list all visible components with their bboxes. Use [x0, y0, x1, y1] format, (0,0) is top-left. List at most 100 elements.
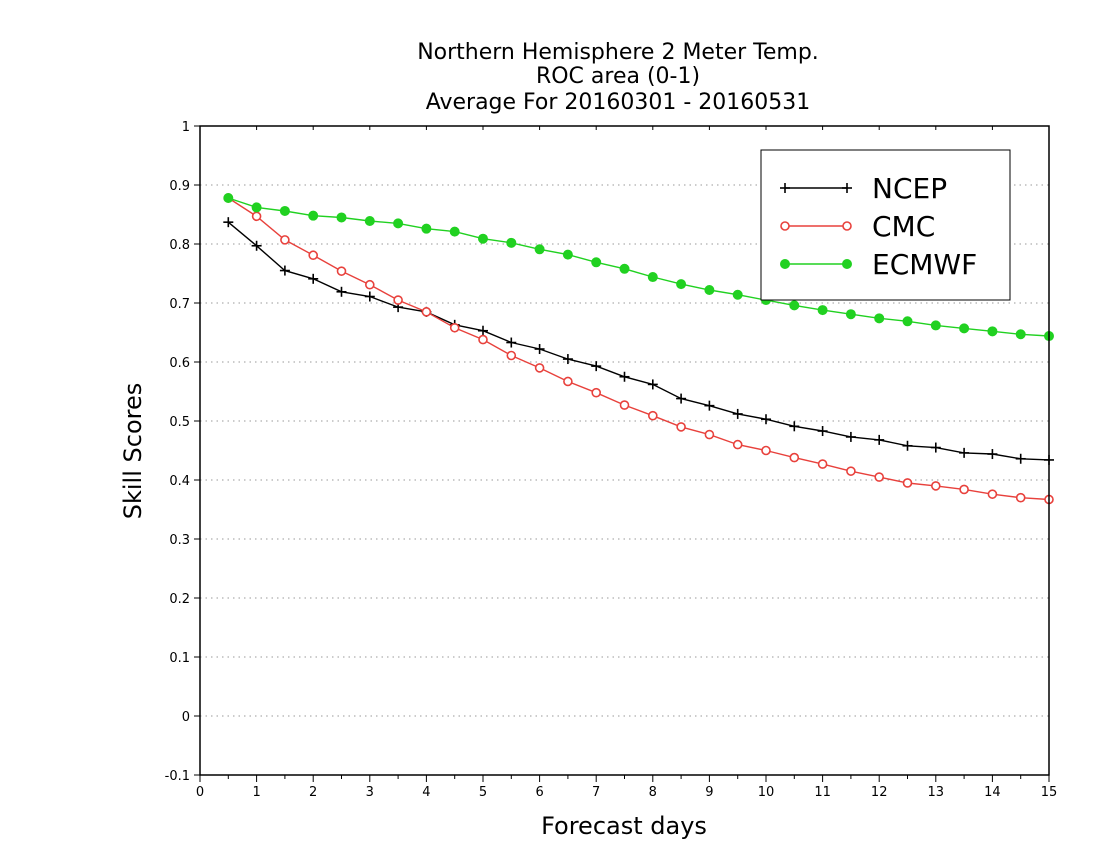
- data-point-ncep: [732, 408, 743, 419]
- data-point-cmc: [251, 211, 262, 222]
- x-tick-label: 0: [196, 785, 204, 800]
- x-tick-label: 8: [649, 785, 657, 800]
- data-point-ncep: [987, 449, 998, 460]
- data-point-ecmwf: [393, 218, 404, 229]
- data-point-cmc: [393, 295, 403, 305]
- data-point-ncep: [619, 371, 630, 382]
- x-tick-label: 7: [592, 785, 600, 800]
- data-point-ecmwf: [478, 233, 488, 244]
- data-point-ecmwf: [845, 309, 856, 320]
- x-tick-label: 12: [871, 785, 888, 800]
- legend-item-cmc: CMC: [780, 210, 935, 243]
- data-point-cmc: [987, 489, 998, 499]
- x-axis-label: Forecast days: [541, 812, 707, 840]
- data-point-ecmwf: [591, 257, 602, 268]
- legend-label-ecmwf: ECMWF: [872, 248, 977, 281]
- chart-title-line-2: ROC area (0-1): [536, 64, 700, 89]
- data-point-ncep: [761, 414, 771, 425]
- data-point-ecmwf: [251, 202, 262, 213]
- y-tick-label: 0.4: [169, 474, 190, 489]
- data-point-ncep: [704, 400, 715, 411]
- data-point-ecmwf: [789, 300, 800, 311]
- legend-label-cmc: CMC: [872, 210, 935, 243]
- y-tick-label: 1: [182, 120, 190, 135]
- chart-title-line-1: Northern Hemisphere 2 Meter Temp.: [417, 40, 819, 65]
- data-point-ncep: [279, 265, 290, 276]
- data-point-ncep: [647, 379, 658, 390]
- data-point-cmc: [846, 466, 856, 476]
- data-point-ncep: [817, 426, 828, 437]
- data-point-ncep: [789, 421, 800, 432]
- data-point-ncep: [874, 434, 885, 445]
- legend-label-ncep: NCEP: [872, 172, 947, 205]
- y-tick-label: 0: [182, 710, 190, 725]
- data-point-cmc: [789, 452, 800, 463]
- gridlines: [200, 184, 1049, 717]
- data-point-ecmwf: [336, 212, 347, 223]
- y-tick-label: 0.7: [169, 297, 190, 312]
- data-point-cmc: [902, 478, 913, 488]
- data-series: [223, 192, 1054, 505]
- data-point-cmc: [591, 387, 602, 398]
- y-axis-label: Skill Scores: [119, 383, 147, 520]
- data-point-cmc: [874, 472, 885, 482]
- data-point-ncep: [251, 240, 262, 251]
- data-point-ecmwf: [987, 326, 998, 337]
- data-point-cmc: [336, 266, 347, 276]
- data-point-cmc: [478, 334, 488, 345]
- data-point-ncep: [506, 337, 517, 348]
- x-tick-label: 1: [252, 785, 260, 800]
- y-tick-label: 0.9: [169, 179, 190, 194]
- x-tick-label: 11: [814, 785, 831, 800]
- y-tick-label: -0.1: [165, 769, 190, 784]
- x-tick-label: 4: [422, 785, 430, 800]
- series-ncep: [223, 217, 1054, 465]
- data-point-ecmwf: [562, 249, 573, 260]
- data-point-cmc: [817, 459, 828, 469]
- data-point-ncep: [223, 217, 234, 228]
- series-ecmwf: [223, 192, 1054, 342]
- data-point-ncep: [534, 344, 545, 355]
- data-point-cmc: [761, 445, 771, 456]
- data-point-cmc: [676, 422, 686, 432]
- data-point-cmc: [364, 279, 375, 290]
- data-point-ecmwf: [619, 263, 630, 274]
- x-tick-label: 3: [366, 785, 374, 800]
- x-tick-label: 9: [705, 785, 713, 800]
- data-point-ecmwf: [506, 237, 517, 248]
- data-point-ecmwf: [1015, 329, 1026, 340]
- y-tick-label: 0.1: [169, 651, 190, 666]
- legend-item-ecmwf: ECMWF: [780, 248, 977, 281]
- data-point-cmc: [421, 307, 432, 317]
- data-point-ecmwf: [732, 289, 743, 300]
- data-point-ecmwf: [874, 313, 885, 324]
- data-point-ecmwf: [817, 305, 828, 316]
- legend-box: [760, 149, 1011, 301]
- data-point-ecmwf: [223, 192, 234, 203]
- data-point-cmc: [647, 410, 658, 421]
- data-point-ecmwf: [930, 320, 941, 331]
- chart-title-line-3: Average For 20160301 - 20160531: [426, 90, 811, 115]
- y-tick-label: 0.5: [169, 415, 190, 430]
- data-point-ncep: [308, 273, 319, 284]
- data-point-cmc: [959, 484, 969, 495]
- x-tick-label: 15: [1041, 785, 1058, 800]
- y-tick-label: 0.2: [169, 592, 190, 607]
- data-point-ncep: [902, 440, 913, 451]
- data-point-ecmwf: [449, 226, 460, 237]
- data-point-cmc: [1015, 492, 1026, 503]
- series-cmc: [223, 193, 1054, 505]
- data-point-cmc: [930, 481, 941, 491]
- data-point-ncep: [591, 361, 602, 372]
- data-point-ncep: [336, 286, 347, 297]
- data-point-ncep: [562, 354, 573, 365]
- data-point-ecmwf: [959, 323, 970, 334]
- data-point-cmc: [449, 322, 460, 333]
- data-point-ecmwf: [421, 223, 432, 234]
- data-point-cmc: [308, 250, 319, 261]
- legend-marker-cmc: [780, 221, 790, 231]
- x-tick-label: 6: [535, 785, 543, 800]
- y-tick-label: 0.6: [169, 356, 190, 371]
- y-tick-label: 0.8: [169, 238, 190, 253]
